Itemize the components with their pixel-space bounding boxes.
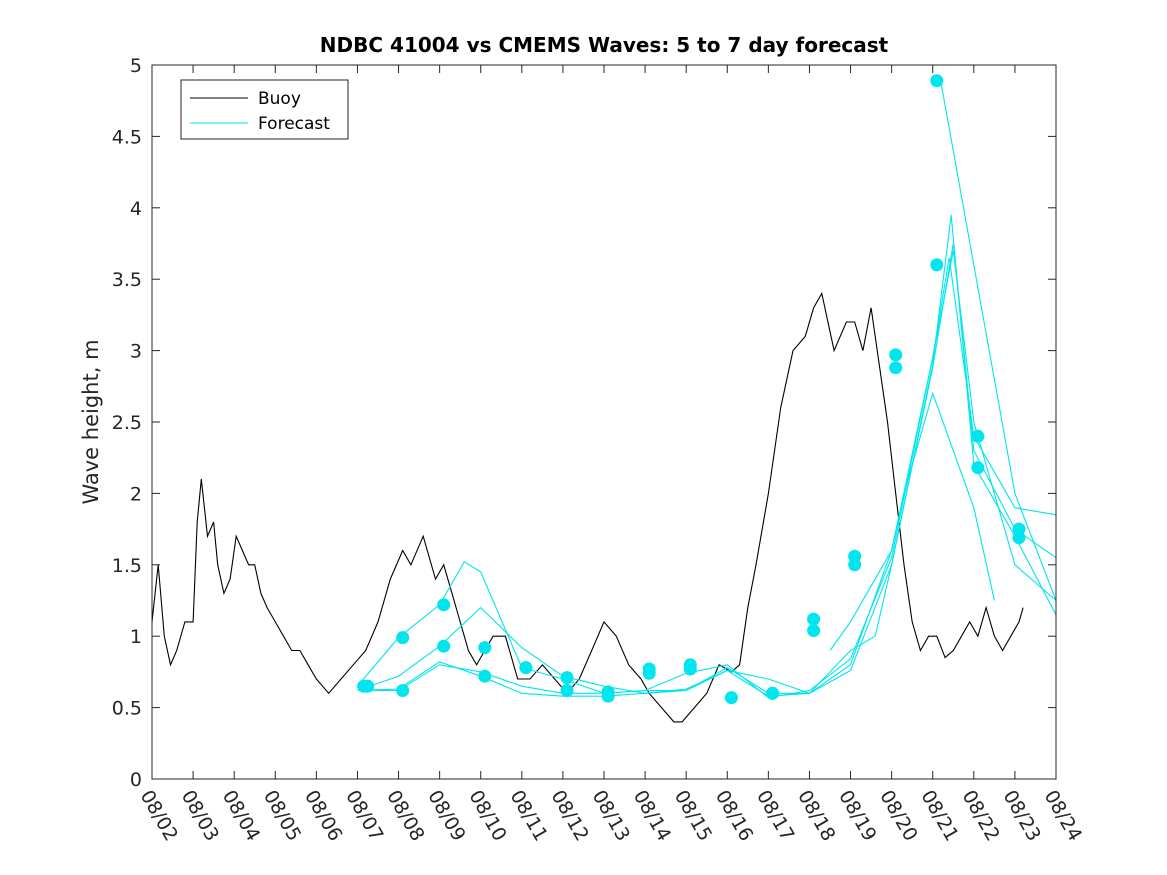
series-line-forecast-6 (829, 391, 995, 651)
forecast-marker (766, 686, 779, 700)
series-line-forecast-2 (357, 214, 1057, 694)
series-line-buoy-0 (151, 291, 1024, 723)
forecast-marker (560, 671, 574, 685)
forecast-marker (560, 684, 574, 697)
series-line-forecast-5 (940, 82, 1057, 601)
y-tick-label: 5 (130, 55, 142, 77)
y-tick-label: 4.5 (112, 126, 142, 148)
chart-title: NDBC 41004 vs CMEMS Waves: 5 to 7 day fo… (320, 33, 889, 57)
forecast-marker (1012, 522, 1026, 536)
forecast-marker (889, 361, 903, 375)
y-tick-label: 2 (130, 483, 142, 505)
series-line-forecast-1 (357, 257, 1057, 699)
y-tick-label: 3 (130, 341, 142, 363)
forecast-marker (478, 641, 492, 655)
forecast-marker (807, 624, 821, 637)
forecast-marker (396, 631, 410, 645)
y-tick-label: 0.5 (112, 698, 142, 720)
legend-box (180, 79, 349, 140)
y-tick-label: 3.5 (112, 269, 142, 291)
forecast-marker (807, 612, 821, 626)
forecast-marker (930, 74, 944, 88)
forecast-marker (889, 348, 903, 362)
forecast-marker (848, 549, 862, 563)
plot-area (152, 65, 1056, 779)
legend-label-buoy: Buoy (258, 89, 301, 109)
forecast-marker (519, 661, 533, 675)
forecast-marker (478, 669, 492, 683)
legend: Buoy Forecast (180, 79, 349, 140)
forecast-marker (601, 685, 615, 699)
y-tick-label: 2.5 (112, 412, 142, 434)
y-tick-label: 0 (130, 769, 142, 791)
y-tick-label: 1 (130, 626, 142, 648)
forecast-marker (437, 598, 451, 612)
forecast-marker (683, 658, 697, 672)
forecast-marker (971, 429, 985, 443)
y-tick-label: 4 (130, 198, 142, 220)
y-axis-label: Wave height, m (79, 339, 103, 504)
forecast-marker (396, 684, 410, 697)
legend-label-forecast: Forecast (258, 114, 330, 134)
forecast-marker (361, 679, 375, 693)
y-tick-label: 1.5 (112, 555, 142, 577)
forecast-marker (971, 461, 985, 475)
forecast-marker (437, 639, 451, 653)
forecast-marker (930, 258, 944, 272)
forecast-marker (642, 662, 656, 676)
marker-layer (357, 74, 1026, 705)
forecast-marker (724, 691, 738, 705)
